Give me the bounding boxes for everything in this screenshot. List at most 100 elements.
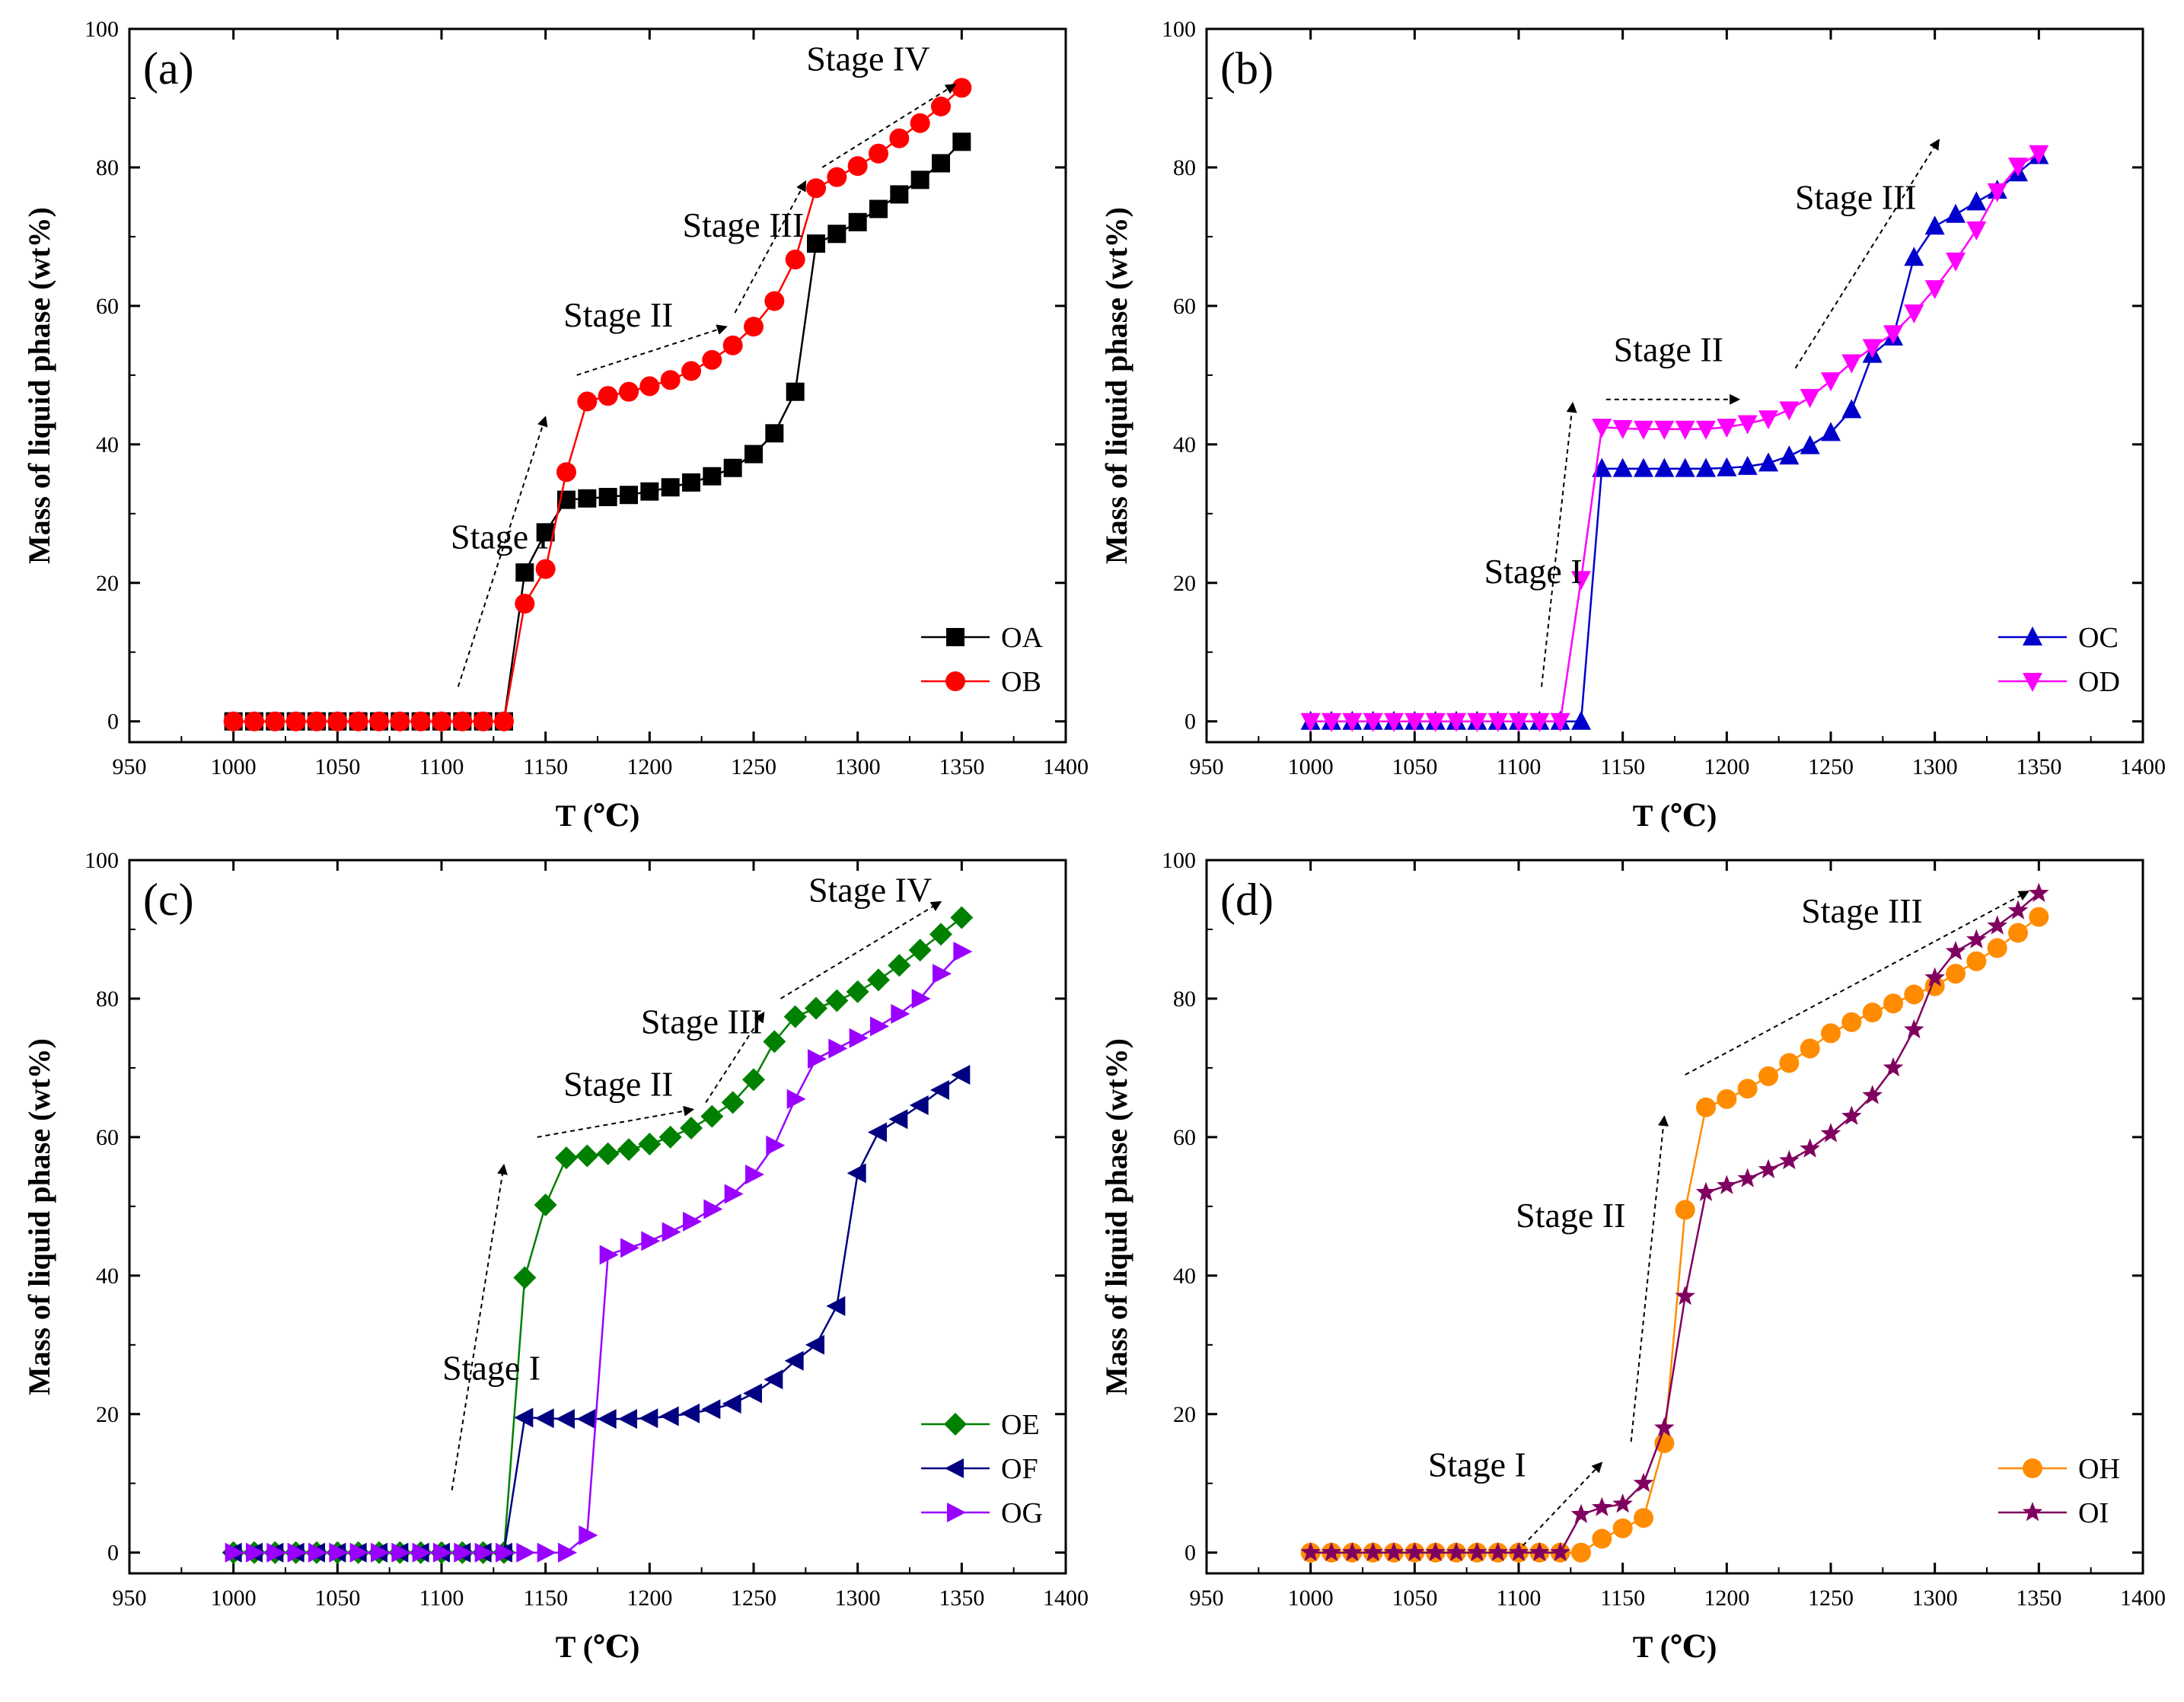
data-point — [910, 171, 929, 190]
legend-marker — [2022, 1502, 2043, 1522]
data-point — [2008, 158, 2028, 177]
data-point — [846, 1163, 866, 1184]
stage-arrow — [1541, 401, 1577, 687]
data-point — [1509, 712, 1529, 732]
data-point — [598, 487, 617, 506]
data-point — [1634, 457, 1653, 477]
data-point — [846, 980, 869, 1003]
data-point — [680, 1117, 703, 1140]
y-tick-label: 60 — [96, 294, 119, 319]
data-point — [1300, 1541, 1321, 1561]
stage-annotation: Stage II — [563, 1064, 673, 1103]
data-point — [1467, 1541, 1487, 1561]
data-point — [808, 1049, 827, 1069]
data-point — [805, 996, 827, 1020]
data-point — [556, 1409, 575, 1429]
stage-arrow — [537, 1105, 695, 1138]
data-point — [1987, 938, 2007, 958]
data-point — [433, 1542, 452, 1563]
data-point — [1342, 1541, 1363, 1561]
x-tick-label: 1350 — [2016, 1586, 2061, 1611]
data-point — [1592, 1496, 1612, 1516]
data-point — [349, 1542, 369, 1563]
data-point — [1862, 1085, 1883, 1104]
data-point — [1571, 710, 1591, 730]
data-point — [534, 1194, 557, 1217]
legend-entry: OF — [921, 1453, 1038, 1485]
x-tick-label: 1350 — [939, 1586, 984, 1611]
data-point — [1321, 1541, 1342, 1561]
data-point — [514, 1407, 534, 1428]
data-point — [1654, 457, 1675, 477]
x-tick-label: 1050 — [314, 1586, 360, 1611]
data-point — [1404, 712, 1425, 732]
data-point — [1820, 1123, 1841, 1143]
legend-label: OD — [2078, 666, 2120, 698]
x-tick-label: 1000 — [211, 1586, 257, 1611]
legend-label: OI — [2078, 1497, 2109, 1529]
series-OG — [225, 942, 973, 1563]
x-tick-label: 1400 — [2120, 1586, 2166, 1611]
data-point — [785, 249, 805, 269]
x-tick-label: 1150 — [523, 1586, 568, 1611]
x-tick-label: 1100 — [419, 1586, 464, 1611]
data-point — [369, 711, 389, 731]
data-point — [432, 711, 451, 731]
data-point — [828, 1038, 848, 1059]
data-point — [1654, 1417, 1675, 1437]
y-tick-label: 20 — [1173, 571, 1196, 596]
data-point — [537, 1542, 556, 1563]
data-point — [1966, 951, 1987, 971]
y-tick-label: 40 — [96, 432, 119, 457]
data-point — [1737, 1168, 1758, 1187]
data-point — [555, 1146, 578, 1170]
data-point — [1987, 183, 2007, 202]
data-point — [891, 1003, 910, 1024]
data-point — [597, 1409, 617, 1429]
data-point — [1717, 1175, 1737, 1194]
data-point — [579, 1525, 598, 1545]
data-point — [1717, 1088, 1737, 1109]
stage-arrow — [780, 900, 942, 999]
data-point — [515, 563, 534, 582]
data-point — [1946, 203, 1966, 223]
data-point — [931, 96, 951, 116]
x-tick-label: 1200 — [1704, 1586, 1749, 1611]
data-point — [1841, 399, 1862, 419]
stage-arrow — [705, 1011, 765, 1103]
data-point — [1862, 339, 1883, 359]
data-point — [1612, 457, 1633, 477]
data-point — [1841, 354, 1862, 374]
y-tick-label: 20 — [96, 571, 119, 596]
data-point — [1862, 1002, 1883, 1023]
legend-entry: OD — [1998, 666, 2120, 698]
y-tick-label: 40 — [1173, 432, 1196, 457]
x-tick-label: 1250 — [731, 1586, 776, 1611]
data-point — [786, 382, 805, 401]
data-point — [724, 1184, 744, 1204]
x-tick-label: 1250 — [731, 754, 776, 779]
data-point — [1800, 1138, 1820, 1158]
legend-entry: OI — [1998, 1497, 2109, 1529]
legend-label: OG — [1001, 1497, 1043, 1529]
legend-label: OC — [2078, 622, 2119, 654]
data-point — [1571, 571, 1591, 591]
data-point — [807, 234, 825, 253]
data-point — [556, 462, 576, 483]
data-point — [1758, 452, 1778, 472]
y-axis-title: Mass of liquid phase (wt%) — [1099, 207, 1133, 564]
data-point — [661, 478, 680, 497]
data-point — [1550, 712, 1570, 732]
x-axis-title: T (℃) — [1633, 798, 1717, 833]
data-point — [805, 1334, 824, 1355]
data-point — [849, 1028, 869, 1048]
data-point — [1841, 1012, 1862, 1032]
legend-marker — [944, 1413, 967, 1436]
data-point — [745, 1165, 764, 1185]
data-point — [1612, 1493, 1633, 1513]
stage-arrow — [576, 324, 728, 376]
data-point — [1800, 1038, 1820, 1059]
data-point — [619, 381, 639, 402]
data-point — [246, 1542, 265, 1563]
